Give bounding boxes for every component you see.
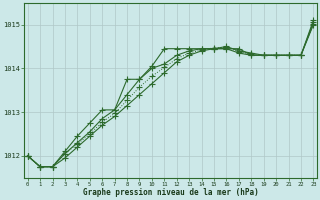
X-axis label: Graphe pression niveau de la mer (hPa): Graphe pression niveau de la mer (hPa) [83, 188, 259, 197]
